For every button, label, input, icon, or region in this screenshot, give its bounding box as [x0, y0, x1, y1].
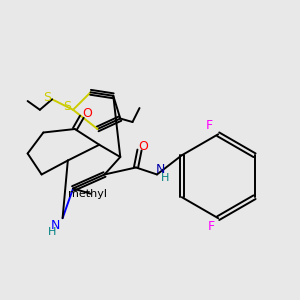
Text: O: O [138, 140, 148, 153]
Text: F: F [206, 119, 213, 132]
Text: S: S [43, 91, 51, 104]
Text: H: H [48, 227, 56, 237]
Text: N: N [156, 163, 165, 176]
Text: S: S [63, 100, 71, 113]
Text: F: F [208, 220, 215, 233]
Text: methyl: methyl [68, 189, 106, 199]
Text: O: O [82, 107, 92, 120]
Text: H: H [160, 173, 169, 183]
Text: N: N [51, 219, 60, 232]
